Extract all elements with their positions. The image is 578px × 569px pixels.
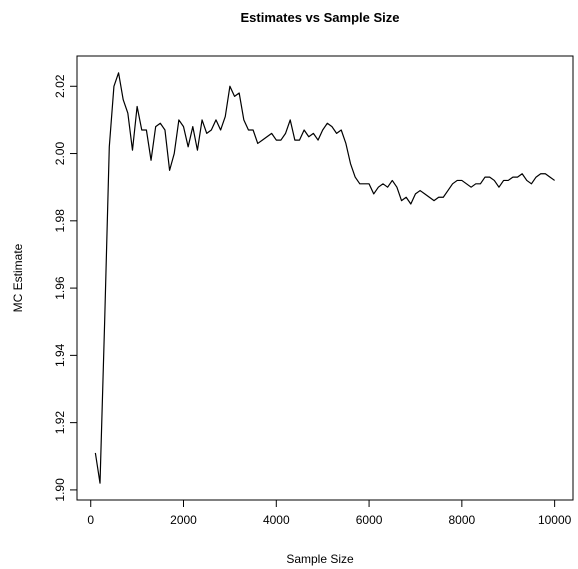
x-tick-label: 6000 — [356, 513, 383, 527]
x-tick-label: 10000 — [538, 513, 572, 527]
x-axis-label: Sample Size — [286, 552, 354, 566]
plot-frame — [76, 55, 574, 501]
data-line — [94, 72, 555, 484]
y-axis-label: MC Estimate — [11, 243, 25, 312]
y-tick-label: 2.00 — [53, 142, 67, 166]
y-tick-label: 1.92 — [53, 411, 67, 435]
x-tick-label: 2000 — [170, 513, 197, 527]
y-tick-label: 1.96 — [53, 276, 67, 300]
y-tick-label: 1.90 — [53, 478, 67, 502]
y-tick-label: 2.02 — [53, 74, 67, 98]
x-tick-label: 4000 — [263, 513, 290, 527]
x-tick-label: 8000 — [448, 513, 475, 527]
y-tick-label: 1.94 — [53, 343, 67, 367]
y-tick-label: 1.98 — [53, 209, 67, 233]
x-tick-label: 0 — [87, 513, 94, 527]
chart-title: Estimates vs Sample Size — [241, 10, 400, 25]
